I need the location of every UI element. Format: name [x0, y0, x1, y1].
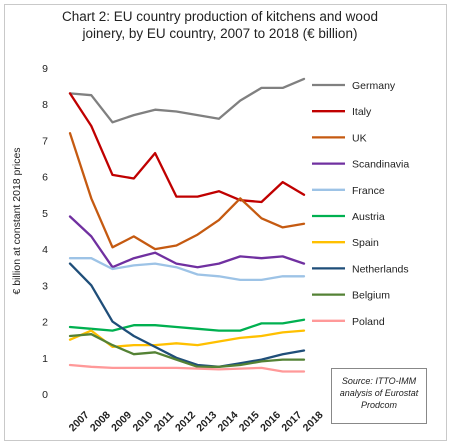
x-tick-label: 2012 — [173, 409, 198, 434]
x-tick-label: 2013 — [194, 409, 219, 434]
legend-label-italy: Italy — [352, 106, 372, 118]
legend-label-poland: Poland — [352, 316, 385, 328]
x-tick-label: 2010 — [130, 409, 155, 434]
legend-label-netherlands: Netherlands — [352, 263, 409, 275]
y-axis-label: € billion at constant 2018 prices — [11, 147, 23, 294]
series-line-poland — [68, 363, 306, 373]
series-line-italy — [68, 92, 306, 204]
series-line-netherlands — [68, 262, 306, 368]
y-tick-label: 7 — [42, 135, 48, 147]
legend-label-germany: Germany — [352, 80, 396, 92]
x-tick-label: 2018 — [301, 409, 326, 434]
y-tick-label: 3 — [42, 280, 48, 292]
series-line-austria — [68, 318, 306, 332]
series-line-spain — [68, 329, 306, 349]
y-tick-label: 2 — [42, 317, 48, 329]
series-line-uk — [68, 132, 306, 251]
legend-label-scandinavia: Scandinavia — [352, 159, 409, 171]
series-line-france — [68, 257, 306, 282]
y-tick-label: 5 — [42, 208, 48, 220]
x-tick-label: 2011 — [152, 409, 177, 434]
y-tick-label: 4 — [42, 244, 48, 256]
y-tick-label: 9 — [42, 63, 48, 75]
y-tick-label: 6 — [42, 172, 48, 184]
y-tick-label: 8 — [42, 99, 48, 111]
x-tick-label: 2016 — [258, 409, 283, 434]
legend-label-france: France — [352, 185, 385, 197]
series-line-germany — [68, 77, 306, 124]
series-line-belgium — [68, 333, 306, 368]
legend-label-spain: Spain — [352, 237, 379, 249]
x-tick-label: 2009 — [109, 409, 134, 434]
legend-label-belgium: Belgium — [352, 290, 390, 302]
y-tick-label: 1 — [42, 353, 48, 365]
legend-label-austria: Austria — [352, 211, 385, 223]
series-line-scandinavia — [68, 215, 306, 269]
x-tick-label: 2017 — [279, 409, 304, 434]
chart-title: Chart 2: EU country production of kitche… — [62, 9, 378, 41]
x-tick-label: 2007 — [67, 409, 92, 434]
source-note: Source: ITTO-IMM analysis of Eurostat Pr… — [331, 368, 427, 424]
x-tick-label: 2015 — [237, 409, 262, 434]
x-tick-label: 2014 — [216, 409, 241, 434]
x-tick-label: 2008 — [88, 409, 113, 434]
legend-label-uk: UK — [352, 132, 367, 144]
y-tick-label: 0 — [42, 389, 48, 401]
